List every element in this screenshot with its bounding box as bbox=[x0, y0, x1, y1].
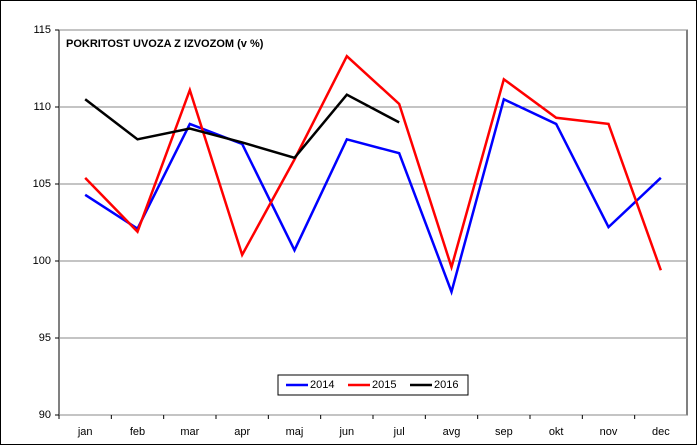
y-tick-label: 95 bbox=[39, 332, 51, 344]
x-tick-label: avg bbox=[443, 426, 461, 438]
x-tick-label: apr bbox=[234, 426, 250, 438]
legend-label: 2014 bbox=[310, 379, 334, 391]
x-tick-label: sep bbox=[495, 426, 513, 438]
legend-box bbox=[277, 374, 469, 396]
legend-label: 2015 bbox=[372, 379, 396, 391]
y-tick-label: 90 bbox=[39, 409, 51, 421]
x-tick-label: feb bbox=[130, 426, 145, 438]
x-tick-label: jun bbox=[338, 426, 354, 438]
x-tick-label: okt bbox=[549, 426, 564, 438]
y-tick-label: 110 bbox=[33, 101, 51, 113]
x-tick-label: maj bbox=[286, 426, 304, 438]
y-tick-label: 115 bbox=[33, 24, 51, 36]
x-tick-label: dec bbox=[652, 426, 670, 438]
x-tick-label: mar bbox=[180, 426, 199, 438]
x-tick-label: jan bbox=[77, 426, 93, 438]
series-line bbox=[84, 54, 663, 272]
chart-title: POKRITOST UVOZA Z IZVOZOM (v %) bbox=[66, 38, 264, 50]
y-tick-label: 105 bbox=[33, 178, 51, 190]
legend-label: 2016 bbox=[434, 379, 458, 391]
x-tick-label: jul bbox=[393, 426, 405, 438]
plot-area bbox=[58, 29, 688, 416]
y-tick-label: 100 bbox=[33, 255, 51, 267]
series-line bbox=[84, 97, 662, 296]
x-tick-label: nov bbox=[600, 426, 618, 438]
series-line bbox=[84, 93, 400, 160]
